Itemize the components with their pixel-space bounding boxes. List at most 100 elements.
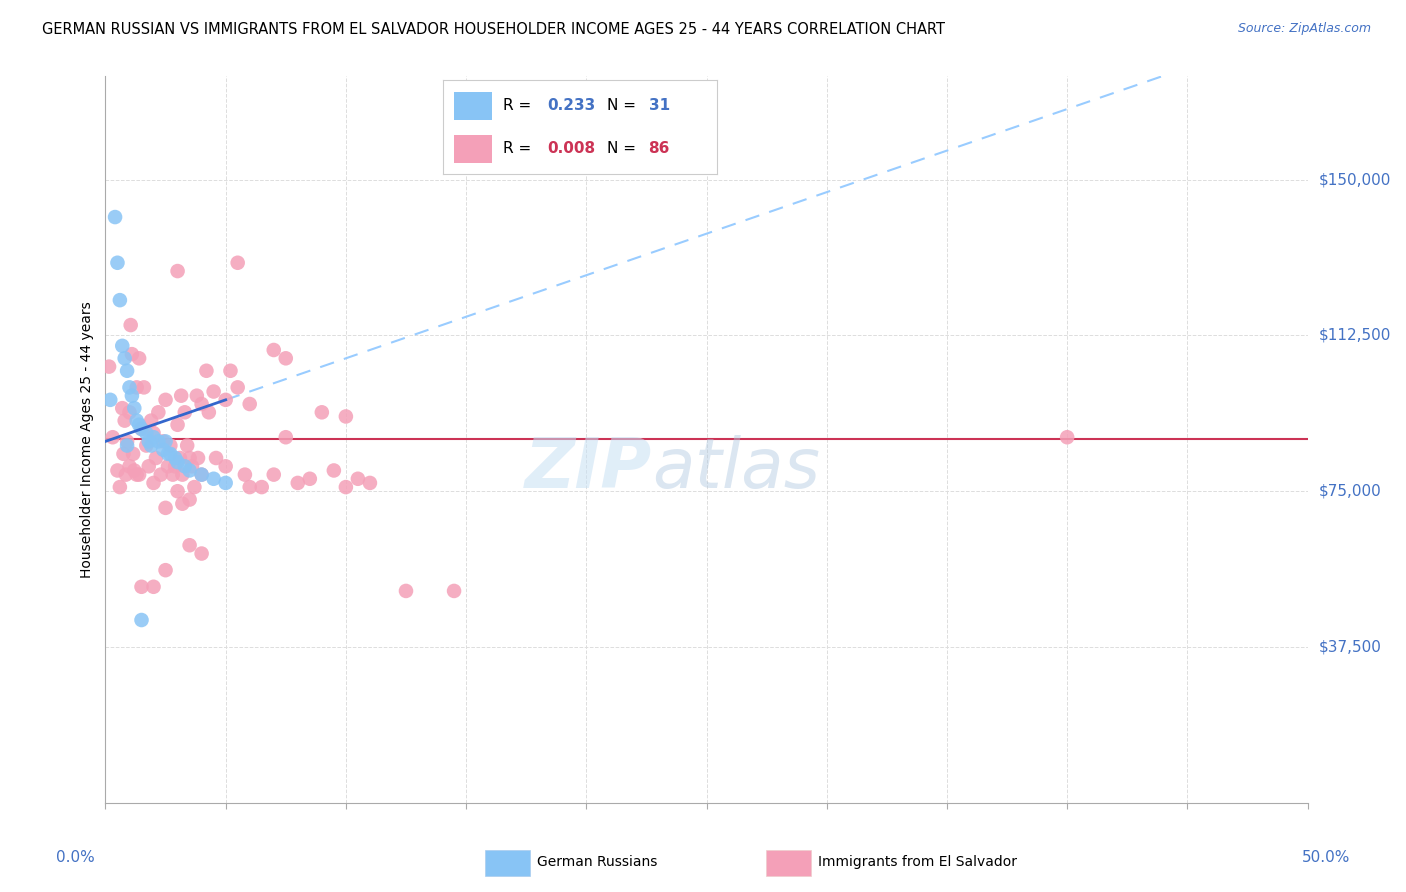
Point (214, 459, 236, 474)
Point (124, 463, 146, 477)
Point (155, 434, 177, 449)
Point (190, 397, 212, 411)
Point (195, 364, 218, 378)
Point (219, 364, 242, 378)
Text: GERMAN RUSSIAN VS IMMIGRANTS FROM EL SALVADOR HOUSEHOLDER INCOME AGES 25 - 44 YE: GERMAN RUSSIAN VS IMMIGRANTS FROM EL SAL… (42, 22, 945, 37)
Point (115, 438, 138, 452)
Point (131, 580, 153, 594)
Point (165, 450, 187, 465)
Bar (454, 92, 492, 120)
Point (152, 442, 174, 457)
Point (101, 430, 124, 444)
Point (148, 405, 170, 419)
Point (176, 438, 198, 452)
Point (274, 351, 297, 366)
Text: R =: R = (503, 98, 536, 113)
Point (169, 450, 191, 465)
Point (139, 438, 162, 452)
Point (125, 467, 148, 482)
Point (239, 480, 262, 494)
Point (214, 392, 236, 407)
Point (120, 318, 142, 332)
Point (152, 434, 174, 449)
Text: 0.233: 0.233 (547, 98, 595, 113)
Point (142, 430, 165, 444)
Point (172, 467, 194, 482)
Text: $37,500: $37,500 (1319, 640, 1382, 655)
Point (198, 405, 221, 419)
Point (156, 447, 179, 461)
Text: $112,500: $112,500 (1319, 328, 1391, 343)
Point (335, 480, 357, 494)
Point (131, 422, 153, 436)
Point (111, 401, 134, 416)
Point (226, 380, 249, 394)
Point (128, 417, 150, 432)
Point (118, 405, 141, 419)
Text: R =: R = (503, 141, 536, 156)
Point (128, 467, 150, 482)
Point (190, 467, 212, 482)
Bar (766, 850, 811, 876)
Point (148, 434, 170, 449)
Point (115, 467, 138, 482)
Point (443, 583, 465, 598)
Text: German Russians: German Russians (537, 855, 658, 869)
Point (159, 447, 181, 461)
Point (214, 475, 236, 490)
Point (187, 450, 209, 465)
Text: 86: 86 (648, 141, 669, 156)
Point (186, 389, 208, 403)
Point (205, 450, 228, 465)
Point (132, 380, 155, 394)
Point (118, 459, 141, 474)
Point (170, 389, 193, 403)
Text: $150,000: $150,000 (1319, 172, 1391, 187)
Point (1056, 430, 1078, 444)
Point (162, 467, 184, 482)
Point (263, 343, 285, 357)
Point (138, 434, 160, 449)
Point (166, 484, 188, 499)
Point (131, 422, 153, 436)
Point (128, 351, 150, 366)
Point (166, 455, 188, 469)
Point (179, 463, 201, 477)
Text: ZIP: ZIP (526, 435, 652, 502)
Text: $75,000: $75,000 (1319, 483, 1382, 499)
Point (263, 467, 285, 482)
Point (156, 459, 179, 474)
Text: 0.0%: 0.0% (104, 847, 143, 862)
Point (165, 459, 187, 474)
Point (108, 293, 131, 307)
Point (359, 475, 381, 490)
Point (108, 480, 131, 494)
Point (202, 384, 225, 399)
Point (111, 339, 134, 353)
Text: 50.0%: 50.0% (1302, 850, 1350, 864)
Point (98, 359, 121, 374)
Point (395, 583, 418, 598)
Point (114, 351, 136, 366)
Point (226, 256, 249, 270)
Point (239, 397, 262, 411)
Point (155, 392, 177, 407)
Point (311, 405, 333, 419)
Point (131, 613, 153, 627)
Point (173, 459, 195, 474)
Point (190, 547, 212, 561)
Bar (485, 850, 530, 876)
Point (138, 459, 160, 474)
Point (115, 364, 138, 378)
Point (124, 401, 146, 416)
Point (118, 380, 141, 394)
Point (142, 426, 165, 441)
Point (107, 256, 129, 270)
Point (155, 500, 177, 515)
Point (173, 405, 195, 419)
Point (142, 475, 165, 490)
Point (166, 264, 188, 278)
Point (135, 426, 157, 441)
Point (287, 475, 309, 490)
Point (107, 463, 129, 477)
